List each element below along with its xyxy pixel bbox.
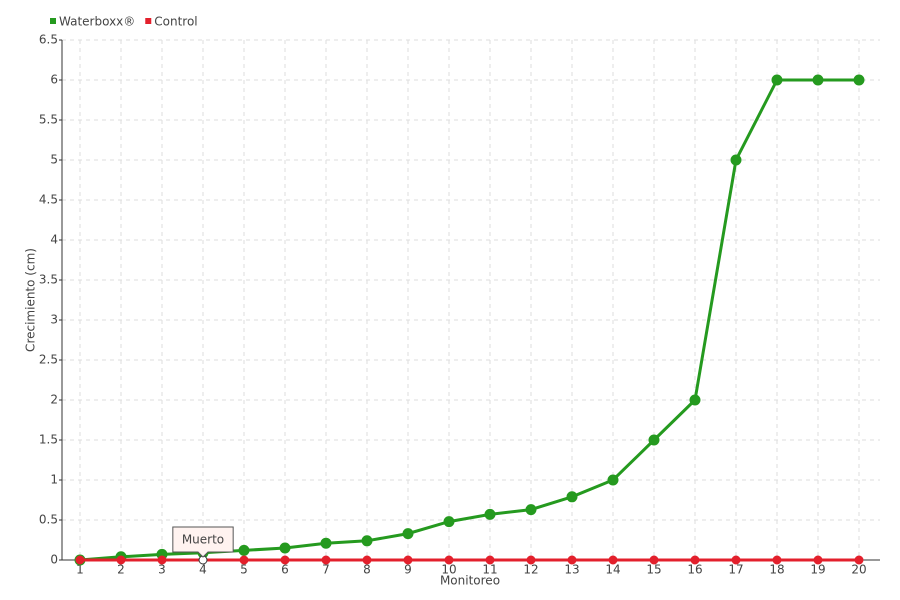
- data-point: [484, 508, 496, 520]
- x-tick-label: 12: [523, 563, 538, 577]
- y-tick-label: 4.5: [39, 193, 58, 207]
- x-tick-label: 3: [158, 563, 166, 577]
- legend-swatch: [50, 18, 56, 24]
- y-tick-label: 0: [50, 553, 58, 567]
- data-point: [525, 504, 537, 516]
- x-tick-label: 16: [687, 563, 702, 577]
- x-tick-label: 6: [281, 563, 289, 577]
- legend-label: Waterboxx®: [59, 15, 135, 29]
- data-point: [526, 555, 536, 565]
- x-tick-label: 1: [76, 563, 84, 577]
- data-point: [238, 544, 250, 556]
- data-point: [403, 555, 413, 565]
- data-point: [444, 555, 454, 565]
- x-tick-label: 11: [482, 563, 497, 577]
- x-tick-label: 15: [646, 563, 661, 577]
- data-point: [853, 74, 865, 86]
- data-point: [280, 555, 290, 565]
- data-point: [607, 474, 619, 486]
- data-point: [771, 74, 783, 86]
- y-axis-label: Crecimiento (cm): [24, 248, 38, 352]
- data-point: [854, 555, 864, 565]
- data-point: [157, 555, 167, 565]
- data-point: [648, 434, 660, 446]
- data-point: [608, 555, 618, 565]
- data-point: [731, 555, 741, 565]
- x-tick-label: 19: [810, 563, 825, 577]
- x-tick-label: 13: [564, 563, 579, 577]
- legend-label: Control: [154, 15, 197, 29]
- data-point: [320, 537, 332, 549]
- data-point: [566, 491, 578, 503]
- data-point: [485, 555, 495, 565]
- data-point: [75, 555, 85, 565]
- data-point: [279, 542, 291, 554]
- y-tick-label: 6.5: [39, 33, 58, 47]
- y-tick-label: 3: [50, 313, 58, 327]
- y-tick-label: 5.5: [39, 113, 58, 127]
- y-tick-label: 1: [50, 473, 58, 487]
- y-tick-label: 2.5: [39, 353, 58, 367]
- data-point: [690, 555, 700, 565]
- y-tick-label: 5: [50, 153, 58, 167]
- x-tick-label: 4: [199, 563, 207, 577]
- x-axis-label: Monitoreo: [440, 574, 500, 588]
- y-tick-label: 1.5: [39, 433, 58, 447]
- y-tick-label: 6: [50, 73, 58, 87]
- data-point: [812, 74, 824, 86]
- x-tick-label: 5: [240, 563, 248, 577]
- tooltip-box: [172, 526, 234, 558]
- y-tick-label: 4: [50, 233, 58, 247]
- data-point: [689, 394, 701, 406]
- y-tick-label: 0.5: [39, 513, 58, 527]
- data-point: [362, 555, 372, 565]
- x-tick-label: 14: [605, 563, 620, 577]
- data-point: [567, 555, 577, 565]
- x-tick-label: 18: [769, 563, 784, 577]
- tooltip: Muerto: [172, 526, 234, 558]
- x-tick-label: 20: [851, 563, 866, 577]
- x-tick-label: 8: [363, 563, 371, 577]
- x-tick-label: 9: [404, 563, 412, 577]
- data-point: [361, 535, 373, 547]
- data-point: [116, 555, 126, 565]
- legend-swatch: [145, 18, 152, 24]
- x-tick-label: 10: [441, 563, 456, 577]
- y-tick-label: 2: [50, 393, 58, 407]
- x-tick-label: 2: [117, 563, 125, 577]
- data-point: [772, 555, 782, 565]
- data-point: [730, 154, 742, 166]
- data-point: [239, 555, 249, 565]
- x-tick-label: 7: [322, 563, 330, 577]
- tooltip-text: Muerto: [182, 533, 224, 547]
- data-point: [402, 528, 414, 540]
- data-point: [813, 555, 823, 565]
- data-point: [443, 516, 455, 528]
- data-point: [321, 555, 331, 565]
- y-tick-label: 3.5: [39, 273, 58, 287]
- x-tick-label: 17: [728, 563, 743, 577]
- data-point: [649, 555, 659, 565]
